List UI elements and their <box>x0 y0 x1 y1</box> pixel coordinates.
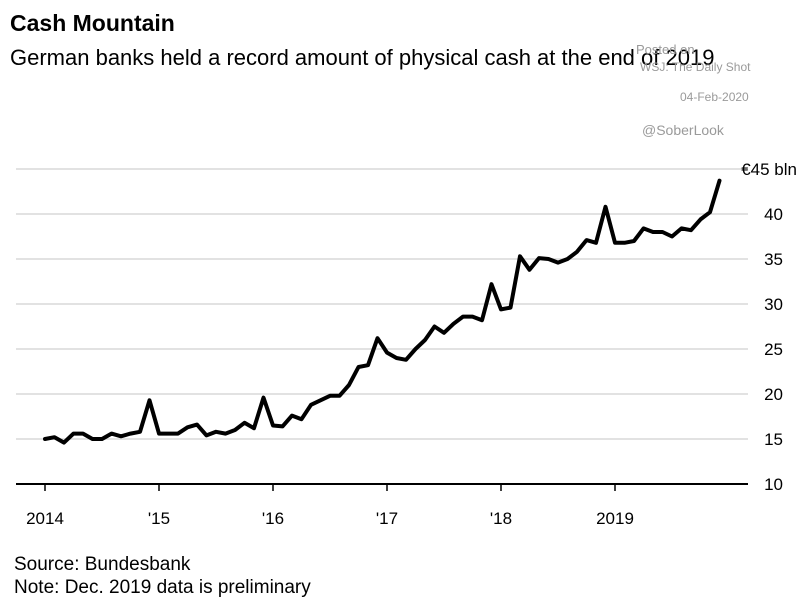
watermark-source: WSJ: The Daily Shot <box>640 60 751 74</box>
footer-note: Note: Dec. 2019 data is preliminary <box>14 577 311 598</box>
gridlines <box>16 168 748 440</box>
x-tick-label: '15 <box>148 509 170 528</box>
x-tick-label: 2014 <box>26 509 64 528</box>
footer-source: Source: Bundesbank <box>14 554 191 575</box>
y-tick-label: 30 <box>764 295 783 314</box>
series-line <box>43 178 722 445</box>
y-tick-label: 40 <box>764 205 783 224</box>
y-tick-label: 35 <box>764 250 783 269</box>
x-tick-label: '18 <box>490 509 512 528</box>
x-axis-ticks: 2014 '15 '16 '17 '18 2019 <box>26 484 634 528</box>
y-tick-label: 25 <box>764 340 783 359</box>
watermark-handle: @SoberLook <box>642 122 724 138</box>
y-tick-label: 20 <box>764 385 783 404</box>
x-tick-label: '17 <box>376 509 398 528</box>
watermark-posted: Posted on <box>636 42 695 57</box>
y-tick-label: 10 <box>764 475 783 494</box>
y-axis-ticks: 10 15 20 25 30 35 40 <box>764 205 783 494</box>
x-tick-label: '16 <box>262 509 284 528</box>
watermark-date: 04-Feb-2020 <box>680 90 749 104</box>
y-tick-label: 15 <box>764 430 783 449</box>
chart-title: Cash Mountain <box>10 10 175 36</box>
x-tick-label: 2019 <box>596 509 634 528</box>
last-value-label: €45 bln <box>741 160 797 179</box>
chart-subtitle: German banks held a record amount of phy… <box>10 45 715 70</box>
